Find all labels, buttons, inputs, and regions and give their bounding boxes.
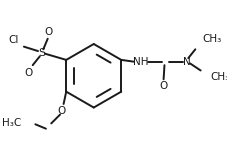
Text: N: N [182, 57, 190, 67]
Text: O: O [44, 27, 52, 37]
Text: Cl: Cl [8, 36, 18, 45]
Text: H₃C: H₃C [2, 118, 21, 128]
Text: CH₃: CH₃ [210, 72, 227, 82]
Text: O: O [159, 81, 167, 91]
Text: O: O [24, 68, 32, 78]
Text: S: S [38, 48, 45, 58]
Text: CH₃: CH₃ [202, 34, 221, 44]
Text: O: O [57, 106, 66, 116]
Text: NH: NH [132, 57, 148, 67]
